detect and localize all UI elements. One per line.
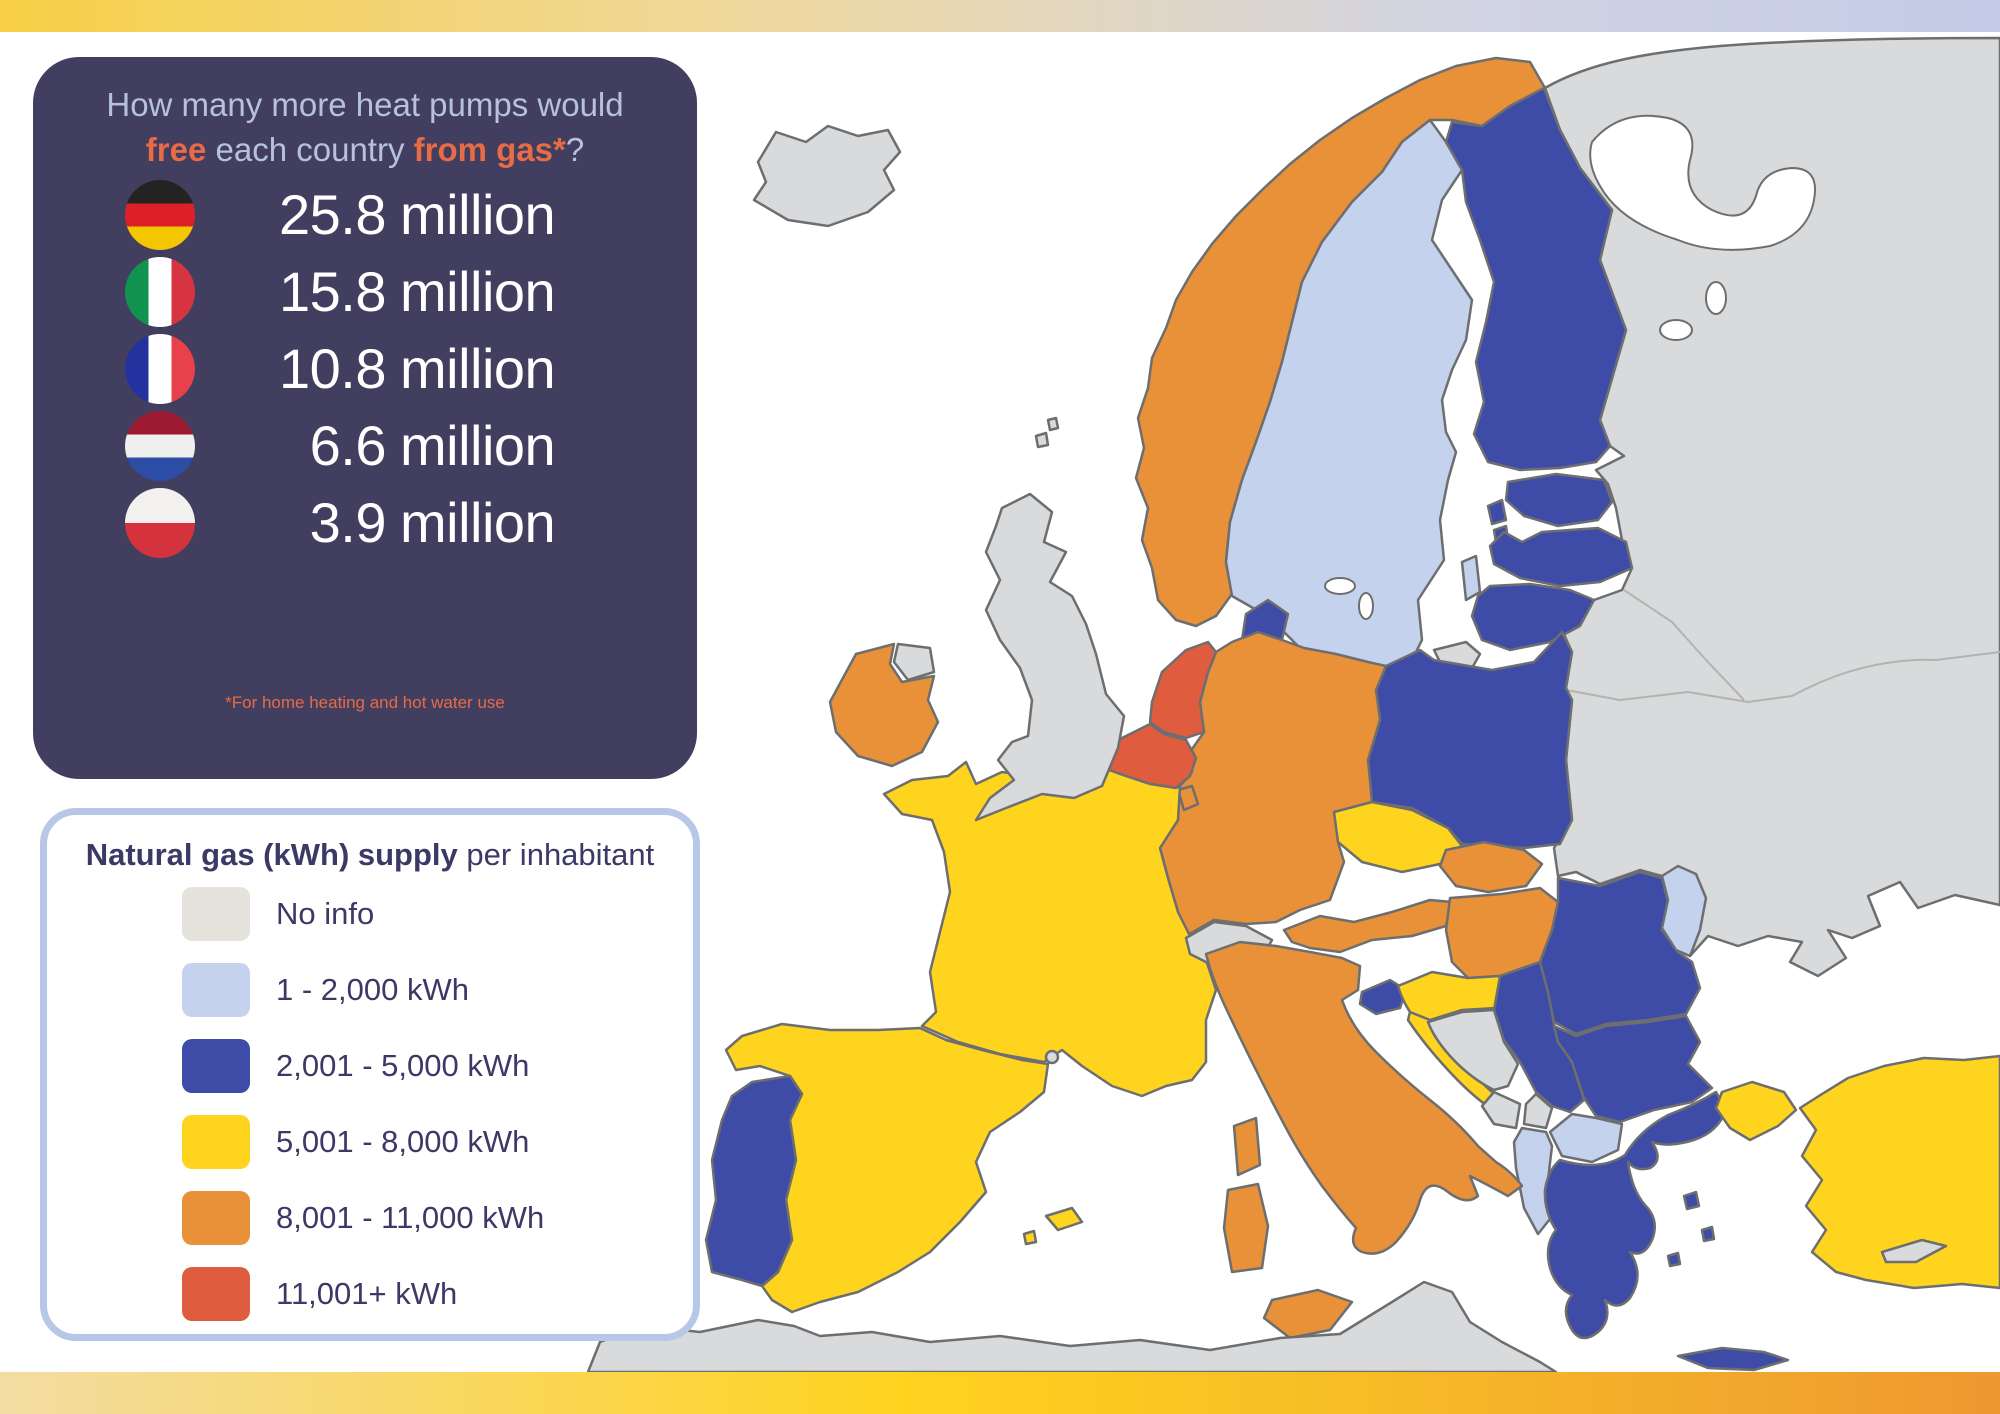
- border-belarus-ukraine: [1565, 689, 1793, 704]
- island-sardinia: [1222, 1182, 1270, 1274]
- question-accent-free: free: [145, 130, 207, 168]
- island-cyprus: [1880, 1238, 1948, 1264]
- lake-onega: [1705, 281, 1727, 315]
- country-latvia: [1488, 526, 1634, 588]
- list-item-france: 10.8 million: [33, 330, 697, 407]
- border-belarus-russia: [1623, 589, 1745, 701]
- region-turkey-european: [1714, 1080, 1798, 1142]
- europe-map: [0, 32, 2000, 1372]
- italy-flag-icon: [125, 256, 195, 327]
- country-albania: [1512, 1126, 1556, 1236]
- list-item-italy: 15.8 million: [33, 253, 697, 330]
- netherlands-value: 6.6 million: [309, 414, 556, 478]
- country-finland: [1444, 86, 1628, 472]
- country-montenegro: [1480, 1090, 1522, 1130]
- country-slovenia: [1358, 978, 1408, 1016]
- question-title-end: ?: [565, 130, 585, 168]
- france-flag-icon: [125, 333, 195, 404]
- country-north-macedonia: [1548, 1112, 1624, 1164]
- map-legend-panel: Natural gas (kWh) supply per inhabitant …: [40, 808, 700, 1341]
- country-iceland: [752, 124, 902, 228]
- lake-vanern: [1324, 577, 1356, 595]
- heat-pump-question-panel: How many more heat pumps would free each…: [33, 57, 697, 779]
- no-info-swatch: [182, 887, 250, 941]
- legend-title-regular: per inhabitant: [457, 837, 655, 872]
- poland-flag-icon: [125, 487, 195, 558]
- country-france: [882, 758, 1218, 1098]
- question-title: How many more heat pumps would free each…: [33, 83, 697, 172]
- legend-item-no-info: No info: [182, 887, 693, 941]
- country-ireland: [828, 642, 940, 768]
- list-item-netherlands: 6.6 million: [33, 407, 697, 484]
- legend-item-11001-plus: 11,001+ kWh: [182, 1267, 693, 1321]
- question-title-line1: How many more heat pumps would: [106, 86, 624, 123]
- islands-aegean: [1666, 1190, 1716, 1268]
- country-kosovo: [1522, 1092, 1554, 1130]
- country-bosnia: [1426, 1008, 1520, 1092]
- islands-balearic: [1022, 1206, 1084, 1246]
- 1-2000-swatch: [182, 963, 250, 1017]
- legend-item-1-2000: 1 - 2,000 kWh: [182, 963, 693, 1017]
- france-value: 10.8 million: [279, 337, 556, 401]
- legend-label: 2,001 - 5,000 kWh: [276, 1048, 530, 1083]
- italy-value: 15.8 million: [279, 260, 556, 324]
- country-value-list: 25.8 million 15.8 million 10.8 million 6.6 m…: [33, 176, 697, 561]
- lake-vattern: [1358, 592, 1374, 620]
- country-andorra: [1044, 1049, 1060, 1065]
- island-corsica: [1232, 1116, 1262, 1177]
- country-turkey: [1798, 1054, 2000, 1290]
- island-crete: [1676, 1346, 1790, 1372]
- country-italy: [1204, 940, 1524, 1255]
- bottom-gradient-bar: [0, 1372, 2000, 1414]
- country-moldova: [1660, 864, 1708, 958]
- question-accent-from-gas: from gas*: [413, 130, 566, 168]
- white-sea: [1589, 114, 1816, 251]
- country-estonia: [1504, 472, 1614, 528]
- legend-label: 5,001 - 8,000 kWh: [276, 1124, 530, 1159]
- list-item-poland: 3.9 million: [33, 484, 697, 561]
- country-netherlands: [1148, 640, 1218, 740]
- region-north-africa: [586, 1280, 1558, 1372]
- island-sicily: [1262, 1288, 1354, 1340]
- footnote: *For home heating and hot water use: [225, 693, 505, 713]
- legend-label: 8,001 - 11,000 kWh: [276, 1200, 545, 1235]
- lake-ladoga: [1659, 319, 1693, 341]
- legend-item-8001-11000: 8,001 - 11,000 kWh: [182, 1191, 693, 1245]
- islands-shetland: [1034, 416, 1060, 449]
- country-slovakia: [1438, 840, 1544, 894]
- legend-label: 1 - 2,000 kWh: [276, 972, 469, 1007]
- country-bulgaria: [1552, 1014, 1714, 1124]
- poland-value: 3.9 million: [309, 491, 556, 555]
- legend-label: 11,001+ kWh: [276, 1276, 458, 1311]
- germany-value: 25.8 million: [279, 183, 556, 247]
- 2001-5000-swatch: [182, 1039, 250, 1093]
- border-ukraine-russia: [1791, 651, 2000, 697]
- top-gradient-bar: [0, 0, 2000, 32]
- country-luxembourg: [1176, 784, 1200, 812]
- legend-title-bold: Natural gas (kWh) supply: [85, 837, 458, 872]
- country-eastern-europe: [1543, 36, 2000, 978]
- germany-flag-icon: [125, 179, 195, 250]
- legend-items: No info 1 - 2,000 kWh 2,001 - 5,000 kWh …: [182, 887, 693, 1321]
- 8001-11000-swatch: [182, 1191, 250, 1245]
- country-uk: [974, 492, 1126, 822]
- legend-item-2001-5000: 2,001 - 5,000 kWh: [182, 1039, 693, 1093]
- 5001-8000-swatch: [182, 1115, 250, 1169]
- region-northern-ireland: [892, 642, 936, 682]
- legend-label: No info: [276, 896, 375, 931]
- legend-item-5001-8000: 5,001 - 8,000 kWh: [182, 1115, 693, 1169]
- question-title-mid: each country: [206, 130, 414, 168]
- list-item-germany: 25.8 million: [33, 176, 697, 253]
- country-portugal: [704, 1074, 804, 1288]
- netherlands-flag-icon: [125, 410, 195, 481]
- legend-title: Natural gas (kWh) supply per inhabitant: [47, 837, 693, 873]
- island-gotland: [1460, 554, 1482, 602]
- 11001-plus-swatch: [182, 1267, 250, 1321]
